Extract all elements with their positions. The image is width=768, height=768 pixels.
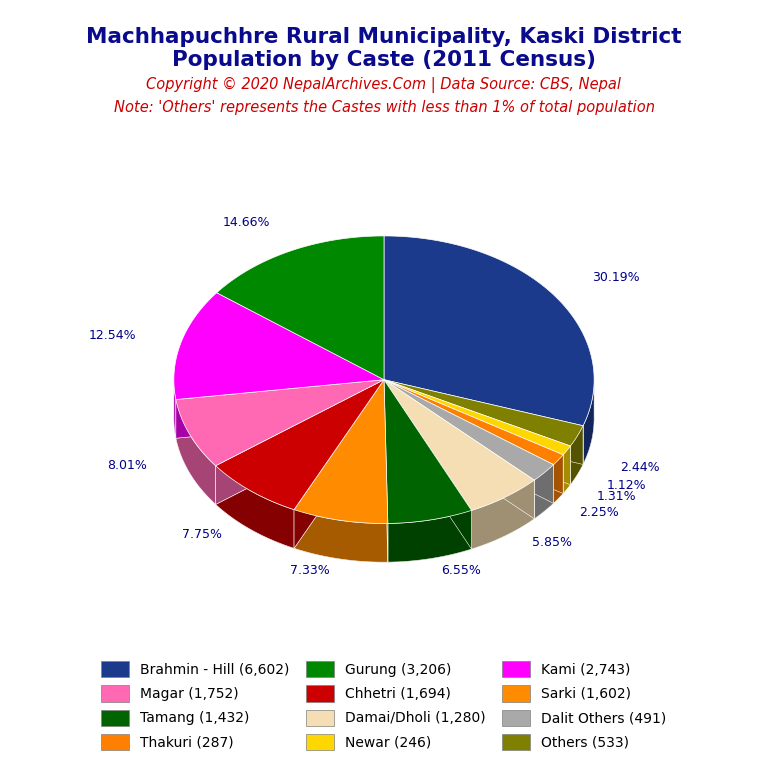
Polygon shape: [384, 379, 535, 511]
Text: 7.33%: 7.33%: [290, 564, 330, 577]
Polygon shape: [384, 379, 563, 465]
Polygon shape: [294, 379, 384, 548]
Polygon shape: [384, 236, 594, 425]
Polygon shape: [176, 399, 216, 505]
Text: 7.75%: 7.75%: [182, 528, 222, 541]
Polygon shape: [174, 380, 176, 439]
Polygon shape: [384, 379, 535, 519]
Polygon shape: [216, 419, 384, 548]
Text: 12.54%: 12.54%: [88, 329, 136, 342]
Polygon shape: [563, 446, 571, 494]
Polygon shape: [384, 379, 472, 549]
Polygon shape: [384, 379, 571, 485]
Text: 30.19%: 30.19%: [592, 271, 640, 284]
Text: Population by Caste (2011 Census): Population by Caste (2011 Census): [172, 50, 596, 70]
Polygon shape: [384, 379, 571, 455]
Text: 2.25%: 2.25%: [580, 506, 619, 519]
Polygon shape: [294, 379, 384, 548]
Polygon shape: [384, 379, 535, 519]
Polygon shape: [217, 275, 384, 419]
Polygon shape: [176, 379, 384, 465]
Polygon shape: [384, 419, 563, 503]
Polygon shape: [384, 419, 472, 562]
Polygon shape: [554, 455, 563, 503]
Polygon shape: [388, 511, 472, 562]
Polygon shape: [583, 380, 594, 465]
Text: 1.12%: 1.12%: [607, 479, 647, 492]
Polygon shape: [384, 419, 535, 549]
Polygon shape: [174, 293, 384, 399]
Polygon shape: [384, 379, 554, 503]
Text: Machhapuchhre Rural Municipality, Kaski District: Machhapuchhre Rural Municipality, Kaski …: [86, 27, 682, 47]
Text: 14.66%: 14.66%: [223, 216, 270, 229]
Polygon shape: [384, 379, 583, 465]
Polygon shape: [176, 379, 384, 439]
Polygon shape: [384, 419, 571, 494]
Polygon shape: [294, 419, 388, 562]
Polygon shape: [384, 379, 563, 494]
Polygon shape: [384, 379, 388, 562]
Polygon shape: [384, 275, 594, 465]
Polygon shape: [384, 379, 554, 480]
Polygon shape: [384, 379, 563, 494]
Polygon shape: [384, 379, 388, 562]
Polygon shape: [216, 465, 294, 548]
Text: 2.44%: 2.44%: [620, 462, 660, 475]
Polygon shape: [176, 379, 384, 439]
Text: 8.01%: 8.01%: [107, 459, 147, 472]
Text: Copyright © 2020 NepalArchives.Com | Data Source: CBS, Nepal: Copyright © 2020 NepalArchives.Com | Dat…: [147, 77, 621, 93]
Text: 5.85%: 5.85%: [531, 536, 571, 549]
Text: Note: 'Others' represents the Castes with less than 1% of total population: Note: 'Others' represents the Castes wit…: [114, 100, 654, 115]
Polygon shape: [384, 419, 583, 485]
Polygon shape: [384, 379, 583, 446]
Polygon shape: [294, 510, 388, 562]
Polygon shape: [384, 379, 472, 524]
Polygon shape: [384, 379, 583, 465]
Polygon shape: [216, 379, 384, 505]
Polygon shape: [174, 332, 384, 439]
Polygon shape: [384, 379, 571, 485]
Polygon shape: [472, 480, 535, 549]
Polygon shape: [176, 419, 384, 505]
Polygon shape: [384, 419, 554, 519]
Text: 1.31%: 1.31%: [597, 490, 637, 503]
Polygon shape: [571, 425, 583, 485]
Polygon shape: [384, 379, 472, 549]
Legend: Brahmin - Hill (6,602), Magar (1,752), Tamang (1,432), Thakuri (287), Gurung (3,: Brahmin - Hill (6,602), Magar (1,752), T…: [94, 654, 674, 757]
Polygon shape: [217, 236, 384, 379]
Polygon shape: [535, 465, 554, 519]
Polygon shape: [294, 379, 388, 524]
Polygon shape: [216, 379, 384, 510]
Polygon shape: [216, 379, 384, 505]
Text: 6.55%: 6.55%: [441, 564, 481, 577]
Polygon shape: [384, 379, 554, 503]
